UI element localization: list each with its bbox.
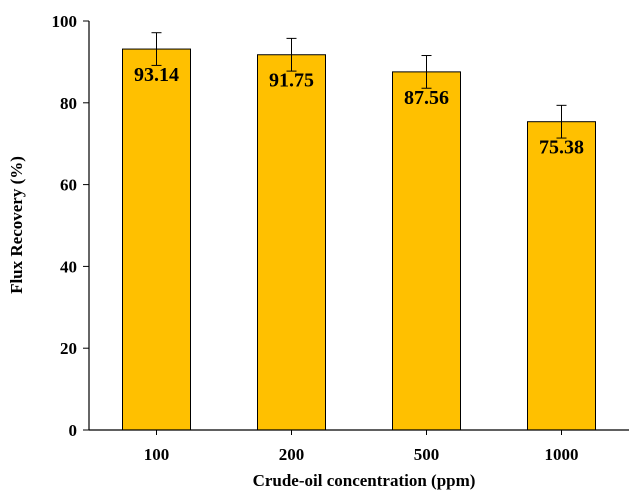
y-tick-label-20: 20 — [60, 339, 77, 358]
x-axis-title: Crude-oil concentration (ppm) — [253, 471, 476, 490]
x-tick-label-1000: 1000 — [545, 445, 579, 464]
bars-group: 93.14 91.75 87.56 75.38 — [122, 32, 596, 431]
x-tick-label-200: 200 — [279, 445, 305, 464]
data-label-500: 87.56 — [404, 87, 449, 109]
axes-group: 100 200 500 1000 0 20 40 60 80 100 — [52, 12, 629, 464]
y-tick-label-60: 60 — [60, 176, 77, 195]
x-tick-label-500: 500 — [414, 445, 440, 464]
error-bar-100 — [151, 32, 162, 66]
bar-500 — [392, 71, 461, 431]
error-bar-500 — [421, 55, 432, 89]
bar-1000 — [527, 121, 596, 431]
y-tick-label-100: 100 — [52, 12, 78, 31]
error-bar-1000 — [556, 104, 567, 139]
bar-100 — [122, 48, 191, 431]
y-tick-label-0: 0 — [69, 421, 78, 440]
y-axis-title: Flux Recovery (%) — [7, 156, 26, 294]
y-tick-label-40: 40 — [60, 257, 77, 276]
error-bar-200 — [286, 37, 297, 72]
data-label-200: 91.75 — [269, 70, 314, 92]
data-label-1000: 75.38 — [539, 137, 584, 159]
data-label-100: 93.14 — [134, 64, 179, 86]
x-tick-label-100: 100 — [144, 445, 170, 464]
y-tick-label-80: 80 — [60, 94, 77, 113]
bar-200 — [257, 54, 326, 431]
